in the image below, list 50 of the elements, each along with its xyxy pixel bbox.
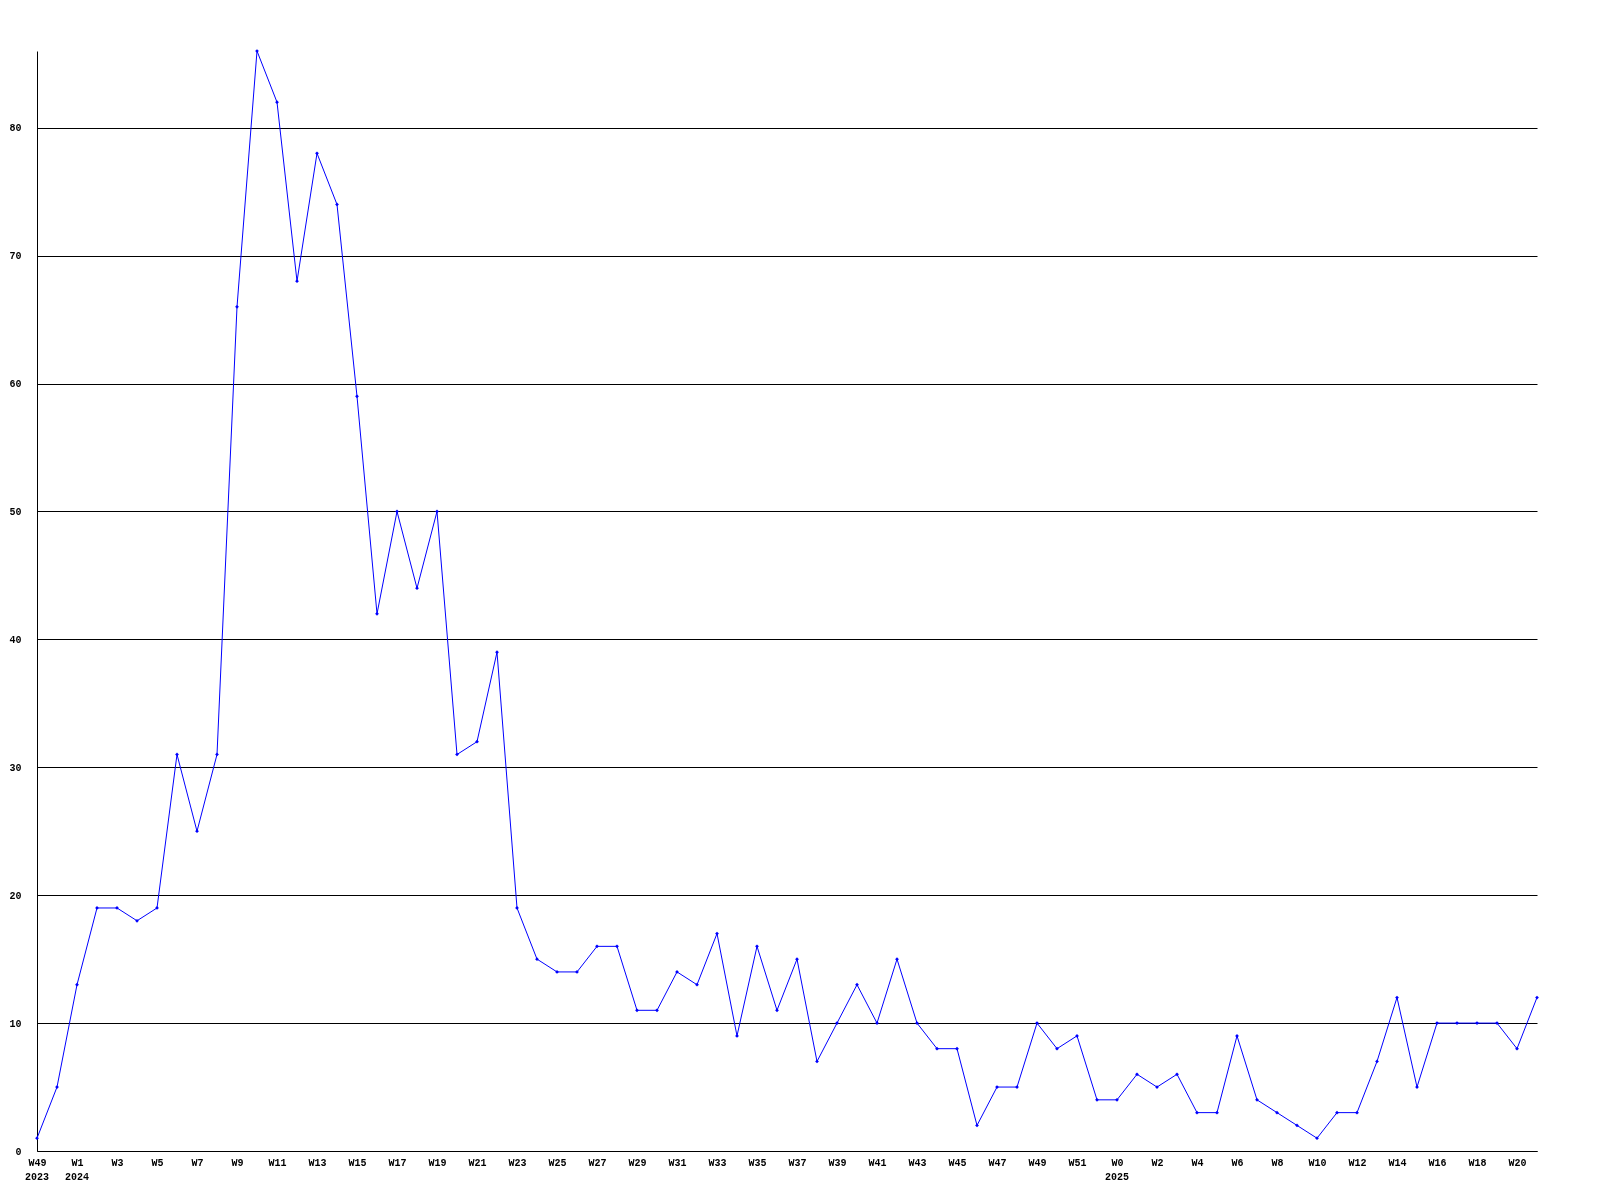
x-tick-label: W49 <box>1028 1157 1047 1169</box>
y-tick-label: 40 <box>9 634 22 646</box>
x-tick-label: W23 <box>508 1157 527 1169</box>
y-tick-label: 70 <box>9 251 22 263</box>
x-tick-label: W51 <box>1068 1157 1087 1169</box>
y-tick-label: 10 <box>9 1018 22 1030</box>
x-tick-label: W33 <box>708 1157 727 1169</box>
x-tick-label: W20 <box>1508 1157 1527 1169</box>
x-tick-label: W37 <box>788 1157 807 1169</box>
x-tick-label: W25 <box>548 1157 567 1169</box>
x-tick-label: W7 <box>191 1157 204 1169</box>
x-tick-label: W11 <box>268 1157 287 1169</box>
x-tick-label: W16 <box>1428 1157 1447 1169</box>
text: 2024 <box>64 1172 90 1183</box>
y-tick-label: 30 <box>9 762 22 774</box>
x-tick-label: W47 <box>988 1157 1007 1169</box>
x-tick-label: W4 <box>1191 1157 1204 1169</box>
x-tick-label: W13 <box>308 1157 327 1169</box>
text: 2023 <box>24 1172 50 1183</box>
x-tick-label: W8 <box>1271 1157 1284 1169</box>
x-tick-label: W35 <box>748 1157 767 1169</box>
x-tick-label: W3 <box>111 1157 124 1169</box>
x-tick-label: W5 <box>151 1157 164 1169</box>
x-tick-label: W10 <box>1308 1157 1327 1169</box>
y-tick-label: 60 <box>9 379 22 391</box>
y-tick-label: 20 <box>9 890 22 902</box>
x-tick-label: W43 <box>908 1157 927 1169</box>
x-tick-label: W0 <box>1111 1157 1124 1169</box>
x-tick-label: W49 <box>28 1157 47 1169</box>
y-tick-label: 50 <box>9 506 22 518</box>
y-tick-label: 80 <box>9 123 22 135</box>
x-tick-label: W27 <box>588 1157 607 1169</box>
text: 2025 <box>1104 1172 1130 1183</box>
x-tick-label: W9 <box>231 1157 244 1169</box>
x-tick-label: W29 <box>628 1157 647 1169</box>
x-tick-label: W14 <box>1388 1157 1407 1169</box>
x-tick-label: W19 <box>428 1157 447 1169</box>
y-tick-label: 0 <box>15 1146 22 1158</box>
x-tick-label: W18 <box>1468 1157 1487 1169</box>
x-tick-label: W1 <box>71 1157 84 1169</box>
x-tick-label: W15 <box>348 1157 367 1169</box>
x-tick-label: W6 <box>1231 1157 1244 1169</box>
x-tick-label: W31 <box>668 1157 687 1169</box>
x-tick-label: W17 <box>388 1157 407 1169</box>
x-tick-label: W21 <box>468 1157 487 1169</box>
x-tick-label: W41 <box>868 1157 887 1169</box>
x-tick-label: W39 <box>828 1157 847 1169</box>
x-tick-label: W12 <box>1348 1157 1367 1169</box>
x-tick-label: W45 <box>948 1157 967 1169</box>
x-tick-label: W2 <box>1151 1157 1164 1169</box>
